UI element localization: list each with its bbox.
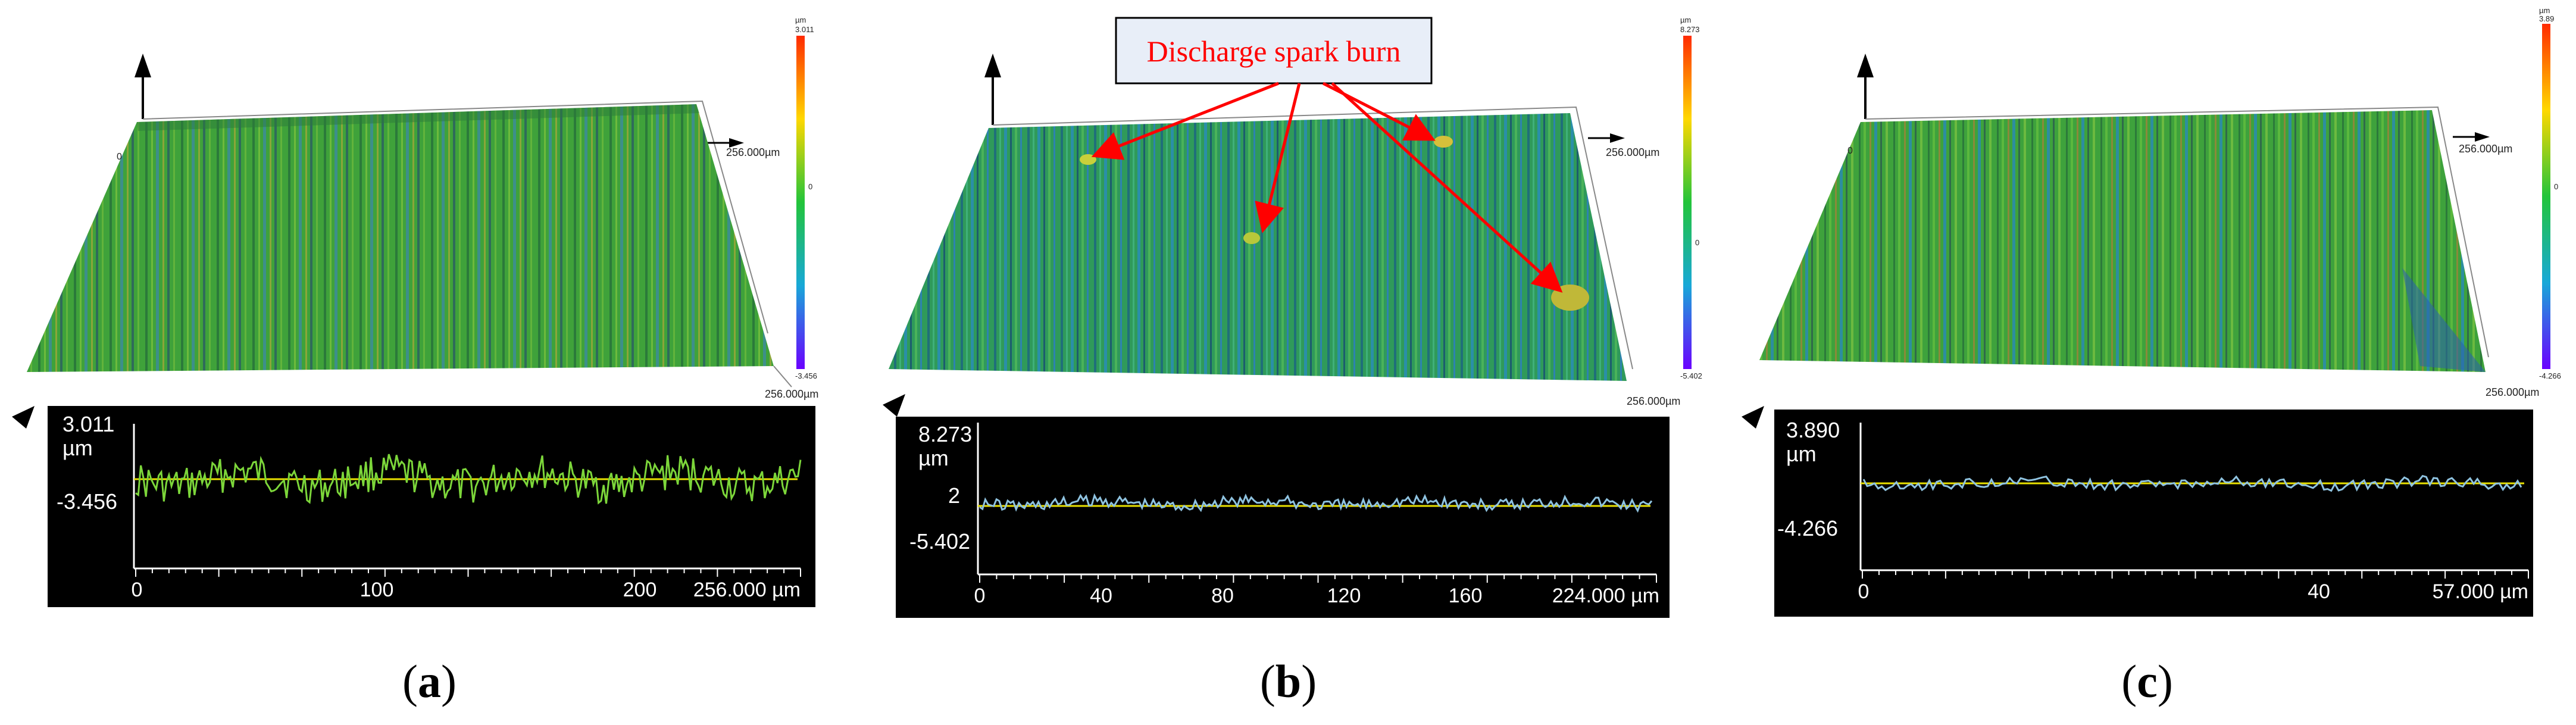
y-extent-label: 256.000µm	[1627, 395, 1680, 407]
profile-y-max: 3.890	[1786, 418, 1840, 442]
bounding-box-corner	[773, 365, 792, 388]
profile-plot-bg	[896, 417, 1670, 618]
colorbar-unit: µm	[2539, 6, 2550, 15]
colorbar-unit: µm	[1680, 15, 1691, 24]
profile-y-min: -5.402	[909, 529, 970, 554]
profile-y-min: -3.456	[57, 489, 117, 514]
corner-label: 0	[1847, 146, 1853, 156]
profile-x-end: 57.000 µm	[2433, 580, 2528, 603]
caption-b: (b)	[1259, 655, 1317, 707]
profile-y-unit: µm	[1786, 442, 1817, 466]
profile-y-max: 3.011	[62, 412, 114, 436]
colorbar-min: -4.266	[2539, 371, 2561, 380]
bounding-box	[1865, 106, 2489, 358]
profile-y-unit: µm	[62, 436, 93, 460]
profile-x-tick: 40	[1090, 585, 1112, 607]
profile-x-tick: 100	[360, 579, 394, 601]
caption-c: (c)	[2121, 655, 2173, 707]
caption-a: (a)	[402, 655, 457, 707]
annotation-arrows	[1091, 82, 1563, 293]
profile-y-min: -4.266	[1777, 516, 1838, 540]
x-extent-label: 256.000µm	[1606, 146, 1659, 158]
colorbar	[796, 36, 805, 369]
surface-low-region	[2402, 268, 2486, 372]
z-axis-arrow-icon	[135, 54, 151, 77]
colorbar-max: 3.89	[2539, 14, 2554, 23]
annotation-box	[1115, 17, 1433, 85]
surface-map	[27, 104, 774, 372]
profile-x-tick: 120	[1327, 585, 1361, 607]
burn-spot	[1434, 136, 1453, 148]
colorbar-max: 3.011	[795, 25, 814, 34]
x-axis-arrow-icon	[729, 138, 744, 148]
surface-figure-a: µm 3.011 0 -3.456 0 256.000µm 256.000µm …	[12, 15, 818, 607]
profile-plot-bg	[48, 406, 815, 607]
colorbar-unit: µm	[795, 15, 806, 24]
corner-label: 0	[117, 152, 122, 162]
profile-x-ticks	[1862, 570, 2529, 579]
y-extent-label: 256.000µm	[2486, 386, 2539, 398]
colorbar-min: -5.402	[1680, 371, 1702, 380]
profile-trace	[1862, 474, 2522, 492]
profile-x-tick: 160	[1449, 585, 1483, 607]
colorbar-mid: 0	[808, 182, 812, 191]
arrow	[1091, 82, 1279, 160]
annotation-text: Discharge spark burn	[1147, 35, 1401, 68]
y-axis-arrow-icon	[1742, 406, 1764, 429]
profile-trace	[979, 493, 1653, 513]
z-axis-arrow-icon	[1857, 54, 1874, 77]
arrow	[1255, 83, 1301, 233]
colorbar	[1683, 36, 1692, 369]
colorbar-mid: 0	[1695, 238, 1699, 247]
burn-spot	[1080, 154, 1096, 165]
surface-figure-c: µm 3.89 0 -4.266 0 256.000µm 256.000µm 3…	[1742, 6, 2561, 617]
profile-y-unit: µm	[918, 446, 949, 470]
colorbar-mid: 0	[2554, 182, 2558, 191]
profile-x-tick: 40	[2308, 580, 2330, 603]
profile-y-mid: 2	[948, 483, 960, 508]
profile-x-tick: 0	[974, 585, 986, 607]
colorbar-max: 8.273	[1680, 25, 1700, 34]
profile-trace	[135, 454, 802, 505]
surface-figure-b: Discharge spark burn µm 8.273 0 -5.402 2…	[883, 15, 1702, 618]
panel-c: µm 3.89 0 -4.266 0 256.000µm 256.000µm 3…	[1718, 0, 2576, 725]
profile-x-end: 224.000 µm	[1552, 585, 1659, 607]
profile-plot-bg	[1774, 410, 2533, 617]
x-axis-arrow-icon	[2475, 132, 2490, 142]
x-axis-arrow-icon	[1610, 133, 1625, 143]
surface-edge	[137, 104, 699, 131]
panel-a: µm 3.011 0 -3.456 0 256.000µm 256.000µm …	[0, 0, 859, 725]
profile-x-end: 256.000 µm	[693, 579, 801, 601]
profile-x-tick: 0	[132, 579, 143, 601]
profile-x-tick: 0	[1858, 580, 1870, 603]
profile-x-ticks	[979, 574, 1657, 583]
profile-x-tick: 200	[623, 579, 657, 601]
x-extent-label: 256.000µm	[2459, 143, 2512, 155]
profile-x-ticks	[135, 568, 801, 577]
surface-map	[889, 113, 1627, 381]
z-axis-arrow-icon	[984, 54, 1001, 77]
surface-map	[1759, 110, 2486, 372]
x-extent-label: 256.000µm	[726, 146, 780, 158]
colorbar	[2542, 24, 2550, 369]
y-extent-label: 256.000µm	[765, 388, 818, 400]
bounding-box	[142, 100, 768, 334]
arrow	[1331, 82, 1563, 293]
y-axis-arrow-icon	[883, 394, 905, 417]
y-axis-arrow-icon	[12, 406, 35, 429]
profile-y-max: 8.273	[918, 422, 972, 446]
profile-x-tick: 80	[1211, 585, 1234, 607]
colorbar-min: -3.456	[795, 371, 817, 380]
burn-spot	[1243, 232, 1260, 244]
panel-b: Discharge spark burn µm 8.273 0 -5.402 2…	[859, 0, 1718, 725]
